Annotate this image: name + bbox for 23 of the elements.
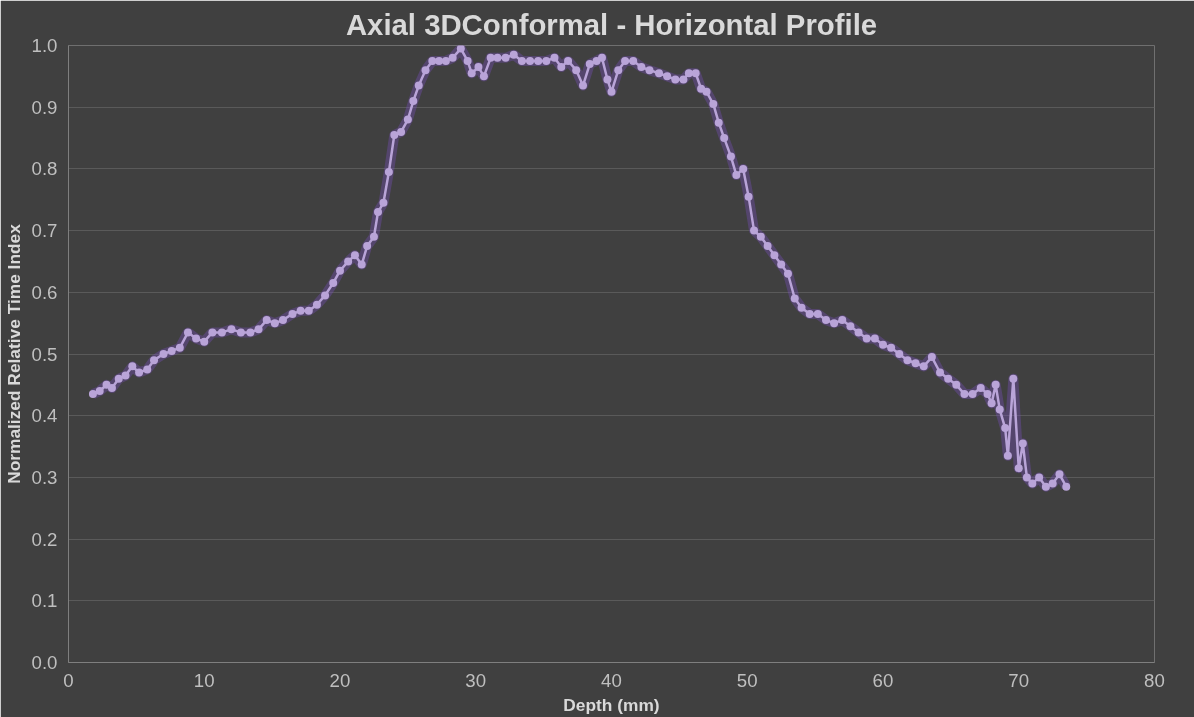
x-axis-title: Depth (mm): [563, 694, 660, 715]
y-tick-label: 0.7: [31, 220, 58, 242]
y-tick-label: 1.0: [31, 35, 58, 56]
x-tick-label: 80: [1144, 669, 1165, 691]
y-tick-label: 0.8: [31, 158, 58, 180]
x-tick-label: 0: [63, 669, 74, 691]
x-tick-label: 10: [193, 669, 215, 691]
x-tick-label: 70: [1008, 669, 1030, 691]
y-tick-label: 0.0: [31, 652, 58, 673]
y-tick-label: 0.5: [31, 343, 58, 365]
y-tick-label: 0.1: [31, 590, 58, 612]
x-tick-label: 30: [465, 669, 487, 691]
x-tick-label: 60: [872, 669, 894, 691]
y-axis-title: Normalized Relative Time Index: [3, 223, 24, 484]
x-tick-label: 20: [329, 669, 351, 691]
x-tick-label: 50: [736, 669, 758, 691]
x-tick-label: 40: [601, 669, 622, 691]
y-tick-label: 0.4: [31, 405, 58, 427]
y-tick-label: 0.2: [31, 528, 58, 550]
y-tick-label: 0.9: [31, 96, 58, 118]
y-tick-label: 0.3: [31, 466, 58, 488]
y-tick-label: 0.6: [31, 281, 58, 303]
chart-title: Axial 3DConformal - Horizontal Profile: [345, 7, 878, 41]
